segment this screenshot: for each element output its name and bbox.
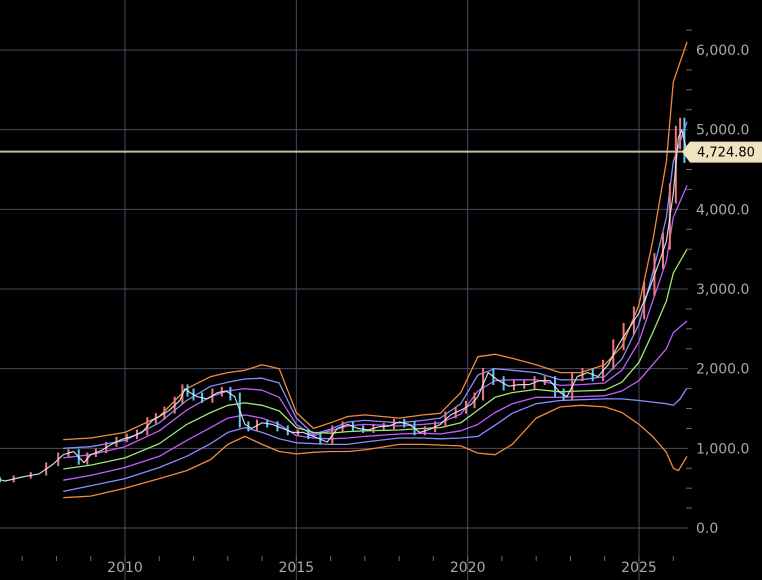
current-price-label-box <box>682 141 762 163</box>
band-line-4 <box>63 248 688 470</box>
x-tick-label: 2025 <box>621 560 657 576</box>
y-axis: 0.0 1,000.0 2,000.0 3,000.0 4,000.0 5,000.0 6,… <box>686 29 749 537</box>
y-tick-label: 4,000.0 <box>696 202 749 218</box>
band-line-1 <box>63 41 688 441</box>
y-tick-label: 3,000.0 <box>696 282 749 298</box>
current-price-label-text: 4,724.80 <box>697 146 755 161</box>
band-line-2 <box>63 121 688 449</box>
price-series <box>0 117 688 483</box>
x-gridlines <box>124 0 640 580</box>
y-tick-label: 0.0 <box>696 521 718 537</box>
price-line <box>0 129 688 482</box>
x-axis: 2010 2015 2020 2025 <box>21 556 674 576</box>
y-tick-label: 6,000.0 <box>696 43 749 59</box>
y-tick-label: 5,000.0 <box>696 123 749 139</box>
y-tick-label: 1,000.0 <box>696 441 749 457</box>
band-line-7 <box>63 404 688 499</box>
band-line-6 <box>63 387 688 493</box>
y-tick-label: 2,000.0 <box>696 362 749 378</box>
x-tick-label: 2010 <box>107 560 143 576</box>
x-tick-label: 2020 <box>450 560 486 576</box>
x-tick-label: 2015 <box>279 560 315 576</box>
current-price-label: 4,724.80 <box>682 141 762 163</box>
y-gridlines <box>0 49 688 529</box>
band-line-5 <box>63 320 688 481</box>
envelope-bands <box>63 41 688 499</box>
